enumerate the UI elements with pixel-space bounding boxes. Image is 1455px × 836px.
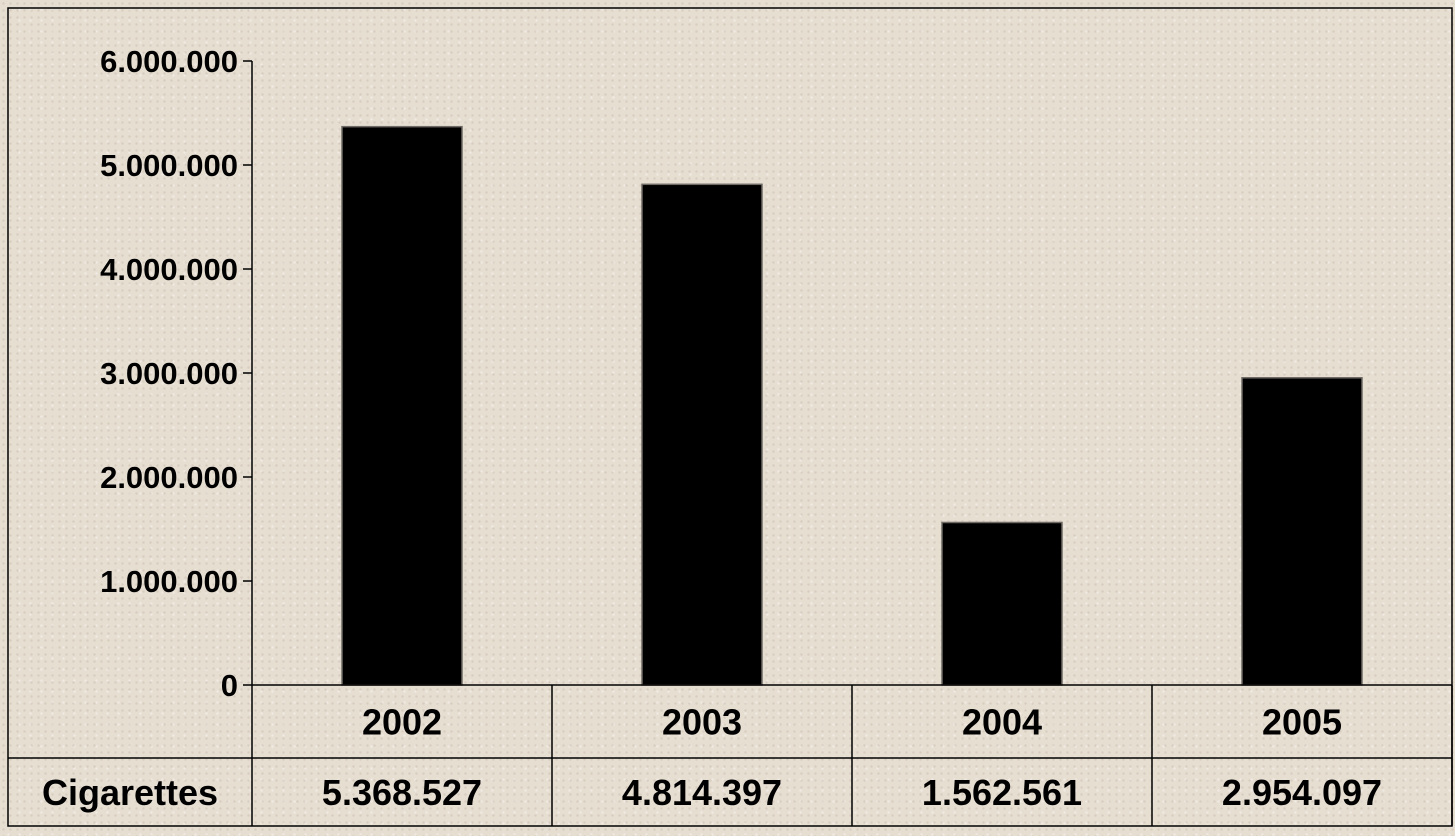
y-tick-label: 3.000.000	[100, 356, 238, 391]
chart-frame	[7, 7, 1453, 827]
y-tick-label: 6.000.000	[100, 44, 238, 79]
bar-2005	[1241, 377, 1363, 686]
data-table: 2002 2003 2004 2005 Cigarettes 5.368.527 4.814…	[8, 684, 1453, 826]
data-value-label: 5.368.527	[322, 772, 482, 813]
bar-2002	[341, 125, 463, 686]
category-label: 2005	[1262, 702, 1342, 743]
data-value-label: 2.954.097	[1222, 772, 1382, 813]
y-tick-label: 2.000.000	[100, 460, 238, 495]
y-tick-label: 4.000.000	[100, 252, 238, 287]
category-label: 2003	[662, 702, 742, 743]
y-axis: 0 1.000.000 2.000.000 3.000.000 4.000.000 5.0…	[100, 44, 253, 703]
data-value-label: 1.562.561	[922, 772, 1082, 813]
bar-2003	[641, 183, 763, 686]
series-name-label: Cigarettes	[42, 772, 218, 813]
y-tick-label: 5.000.000	[100, 148, 238, 183]
category-label: 2004	[962, 702, 1042, 743]
data-value-label: 4.814.397	[622, 772, 782, 813]
y-tick-label: 1.000.000	[100, 564, 238, 599]
category-label: 2002	[362, 702, 442, 743]
bar-2004	[941, 521, 1063, 686]
y-tick-label: 0	[221, 668, 238, 703]
chart-border	[7, 7, 1453, 827]
bars	[341, 125, 1363, 686]
